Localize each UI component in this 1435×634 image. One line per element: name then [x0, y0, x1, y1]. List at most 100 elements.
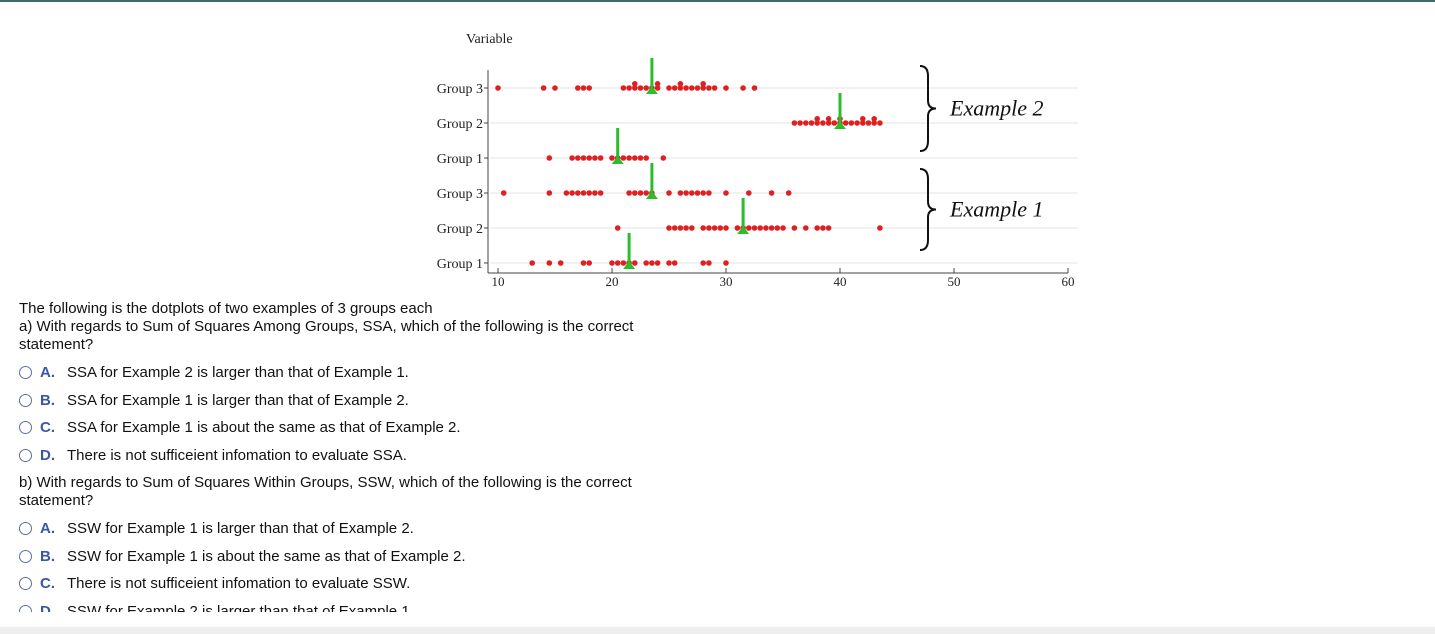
radio-button[interactable] [19, 549, 32, 563]
data-point [706, 225, 712, 231]
x-tick-labels: 10 20 30 40 50 60 [492, 274, 1075, 289]
data-point [803, 120, 809, 126]
question-b-options: A. SSW for Example 1 is larger than that… [19, 515, 719, 612]
data-point [683, 190, 689, 196]
data-point [746, 225, 752, 231]
option-a-b[interactable]: B. SSA for Example 1 is larger than that… [19, 387, 719, 415]
data-point [540, 85, 547, 91]
data-point [580, 190, 587, 196]
data-point [626, 190, 632, 196]
radio-button[interactable] [19, 448, 32, 462]
row-label: Group 3 [437, 82, 483, 97]
example-brackets: Example 2 Example 1 [919, 65, 1043, 251]
radio-button[interactable] [19, 522, 32, 536]
data-point [825, 225, 832, 231]
data-point [632, 260, 638, 266]
option-letter: A. [40, 520, 55, 538]
bracket-label: Example 2 [949, 96, 1043, 121]
data-point [666, 190, 672, 196]
curly-bracket [919, 168, 937, 251]
data-point [791, 225, 798, 231]
data-point [683, 225, 689, 231]
option-text: There is not sufficeient infomation to e… [67, 575, 411, 593]
radio-button[interactable] [19, 604, 32, 612]
top-border [0, 0, 1435, 2]
data-point [557, 260, 564, 266]
data-point [563, 190, 570, 196]
data-point [586, 85, 592, 91]
option-letter: D. [40, 446, 55, 464]
mean-triangle [623, 261, 636, 269]
data-point [626, 85, 632, 91]
data-point [746, 190, 752, 196]
data-point [677, 85, 684, 91]
data-point [683, 85, 689, 91]
option-text: SSA for Example 2 is larger than that of… [67, 364, 409, 382]
radio-button[interactable] [19, 393, 32, 407]
option-letter: C. [40, 575, 55, 593]
option-b-c[interactable]: C. There is not sufficeient infomation t… [19, 570, 719, 598]
option-a-c[interactable]: C. SSA for Example 1 is about the same a… [19, 414, 719, 442]
option-b-a[interactable]: A. SSW for Example 1 is larger than that… [19, 515, 719, 543]
data-point [785, 190, 792, 196]
data-point [808, 120, 815, 126]
question-a-options: A. SSA for Example 2 is larger than that… [19, 359, 719, 469]
option-a-a[interactable]: A. SSA for Example 2 is larger than that… [19, 359, 719, 387]
data-point [586, 260, 592, 266]
data-point [654, 85, 661, 91]
data-point [689, 190, 695, 196]
question-intro-block: The following is the dotplots of two exa… [19, 300, 659, 354]
mean-triangle [645, 191, 658, 199]
row-label: Group 1 [437, 257, 483, 272]
data-point [706, 260, 712, 266]
row-label: Group 1 [437, 152, 483, 167]
radio-button[interactable] [19, 366, 32, 380]
data-point [580, 85, 587, 91]
data-point [677, 225, 684, 231]
data-point [529, 260, 535, 266]
row-label: Group 2 [437, 117, 483, 132]
question-b-prompt: b) With regards to Sum of Squares Within… [19, 474, 632, 509]
data-points [495, 81, 883, 266]
x-tick-label: 10 [492, 274, 505, 289]
data-point [871, 120, 877, 126]
radio-button[interactable] [19, 577, 32, 591]
question-a-prompt: a) With regards to Sum of Squares Among … [19, 318, 634, 353]
data-point [597, 155, 604, 161]
data-point [575, 190, 581, 196]
data-point [877, 120, 883, 126]
question-b-block: b) With regards to Sum of Squares Within… [19, 474, 659, 510]
data-point [723, 260, 729, 266]
data-point [803, 225, 809, 231]
option-text: There is not sufficeient infomation to e… [67, 446, 407, 464]
data-point [848, 120, 855, 126]
data-point [643, 190, 649, 196]
data-point [774, 225, 781, 231]
data-point [706, 190, 712, 196]
data-point [654, 81, 661, 87]
mean-triangle [834, 121, 846, 129]
option-a-d[interactable]: D. There is not sufficeient infomation t… [19, 442, 719, 470]
data-point [632, 81, 638, 87]
radio-button[interactable] [19, 421, 32, 435]
x-tick-label: 50 [948, 274, 961, 289]
data-point [637, 85, 644, 91]
data-point [860, 116, 866, 122]
data-point [637, 190, 644, 196]
data-point [569, 155, 575, 161]
option-b-b[interactable]: B. SSW for Example 1 is about the same a… [19, 543, 719, 571]
mean-triangle [611, 156, 624, 164]
data-point [689, 225, 695, 231]
data-point [546, 190, 553, 196]
data-point [768, 225, 775, 231]
data-point [666, 85, 672, 91]
data-point [700, 190, 706, 196]
option-text: SSA for Example 1 is larger than that of… [67, 391, 409, 409]
x-tick-label: 40 [834, 274, 847, 289]
data-point [700, 81, 706, 87]
data-point [586, 190, 592, 196]
content-area: Variable Group 3 Group 2 Group 1 Group 3 Gro… [19, 32, 1078, 612]
option-b-d[interactable]: D. SSW for Example 2 is larger than that… [19, 598, 719, 612]
data-point [643, 155, 649, 161]
